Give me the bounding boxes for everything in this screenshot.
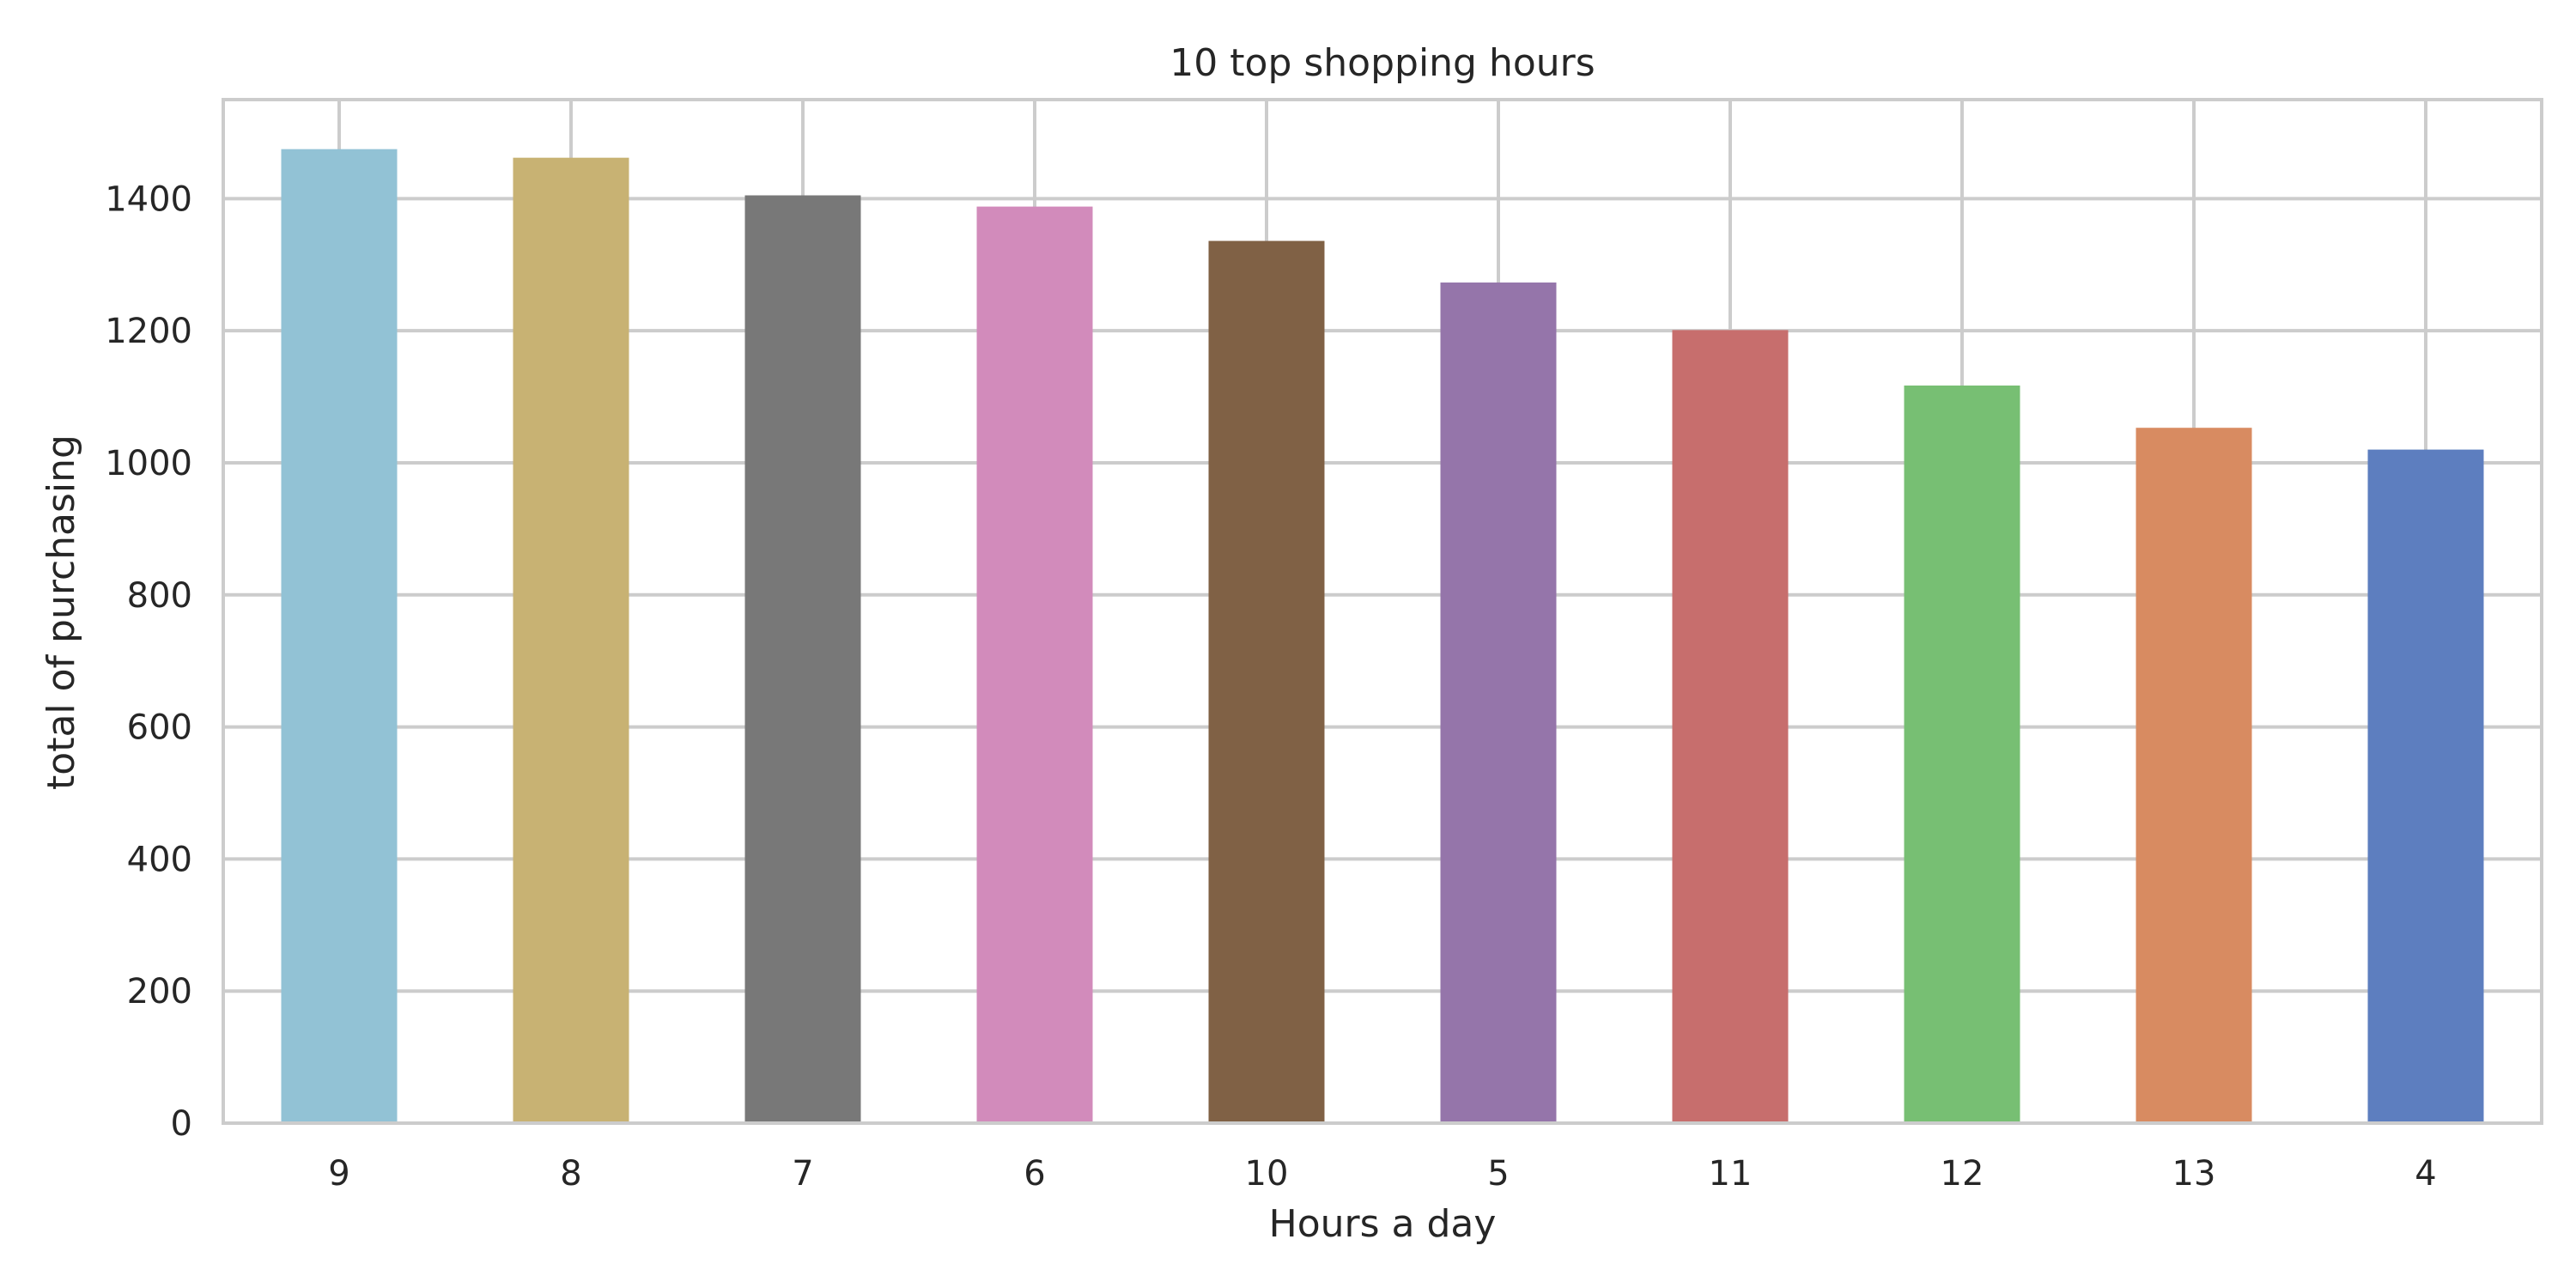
bar-hour-9 [281,149,398,1124]
bar-hour-12 [1904,385,2020,1123]
x-tick-label: 6 [1024,1154,1045,1194]
x-tick-label: 12 [1941,1154,1984,1194]
y-tick-label: 200 [127,972,192,1012]
y-tick-label: 1200 [105,312,192,351]
y-tick-label: 800 [127,576,192,616]
bar-hour-6 [976,206,1093,1123]
bar-hour-11 [1672,330,1789,1123]
x-tick-label: 10 [1245,1154,1289,1194]
x-tick-label: 8 [560,1154,581,1194]
x-tick-label: 5 [1487,1154,1509,1194]
bar-hour-4 [2367,449,2484,1123]
y-tick-label: 0 [171,1104,192,1144]
y-tick-label: 600 [127,708,192,748]
bars [281,149,2484,1124]
bar-hour-5 [1440,283,1557,1123]
y-tick-labels: 0 200 400 600 800 1000 1200 1400 [105,179,192,1144]
x-tick-label: 13 [2172,1154,2216,1194]
bar-hour-8 [513,157,629,1124]
x-tick-label: 11 [1709,1154,1753,1194]
bar-hour-7 [744,195,861,1124]
bar-hour-13 [2136,428,2252,1123]
chart-title: 10 top shopping hours [1170,41,1595,85]
bar-hour-10 [1208,240,1325,1124]
x-axis-label: Hours a day [1269,1202,1497,1246]
y-tick-label: 1000 [105,444,192,483]
y-tick-label: 1400 [105,179,192,219]
y-axis-label: total of purchasing [39,434,83,790]
x-tick-label: 4 [2415,1154,2436,1194]
y-tick-label: 400 [127,840,192,879]
x-tick-label: 7 [792,1154,813,1194]
x-tick-label: 9 [328,1154,349,1194]
x-tick-labels: 9 8 7 6 10 5 11 12 13 4 [328,1154,2436,1194]
plot-frame [222,98,2543,1125]
